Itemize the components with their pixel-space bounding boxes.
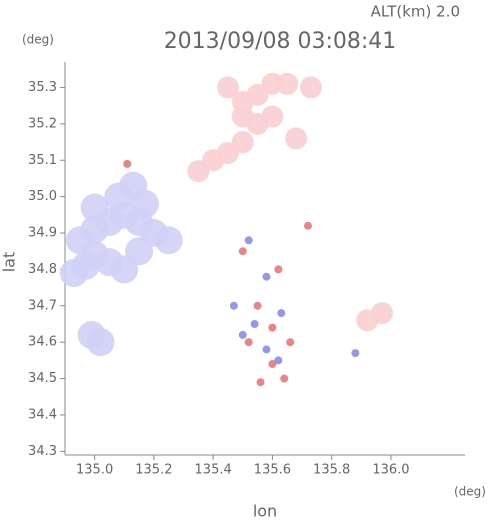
- echo-point: [371, 302, 394, 325]
- echo-point: [268, 323, 277, 332]
- echo-point: [351, 349, 360, 358]
- echo-point: [280, 374, 289, 383]
- echo-point: [154, 226, 183, 255]
- y-tick-label: 35.0: [28, 189, 57, 204]
- echo-point: [274, 356, 283, 365]
- echo-point: [261, 105, 284, 128]
- y-tick-label: 35.1: [28, 153, 57, 168]
- y-tick-label: 34.8: [28, 262, 57, 277]
- echo-point: [286, 338, 295, 347]
- echo-point: [187, 160, 210, 183]
- echo-point: [131, 189, 159, 218]
- altitude-label: ALT(km) 2.0: [371, 3, 460, 21]
- echo-point: [244, 338, 253, 347]
- echo-point: [86, 328, 115, 357]
- echo-point: [123, 159, 132, 168]
- y-axis-label: lat: [0, 252, 19, 273]
- echo-point: [262, 272, 271, 281]
- echo-point: [268, 360, 277, 369]
- echo-point: [238, 330, 247, 339]
- echo-point: [285, 127, 308, 150]
- x-tick-label: 135.0: [76, 463, 113, 478]
- echo-point: [216, 76, 239, 99]
- chart-title: 2013/09/08 03:08:41: [164, 29, 397, 54]
- y-tick-label: 35.3: [28, 80, 57, 95]
- x-tick-label: 135.8: [313, 463, 350, 478]
- y-tick-label: 34.5: [28, 371, 57, 386]
- echo-point: [229, 301, 238, 310]
- x-unit: (deg): [454, 485, 486, 499]
- echo-point: [80, 193, 109, 222]
- echo-point: [253, 301, 262, 310]
- echo-point: [276, 72, 299, 95]
- y-tick-label: 34.7: [28, 298, 57, 313]
- echo-point: [277, 309, 286, 318]
- x-tick-label: 135.2: [135, 463, 172, 478]
- x-tick-label: 136.0: [372, 463, 409, 478]
- y-tick-label: 34.9: [28, 226, 57, 241]
- y-tick-label: 35.2: [28, 116, 57, 131]
- echo-point: [244, 236, 253, 245]
- x-tick-label: 135.6: [254, 463, 291, 478]
- echo-point: [303, 221, 312, 230]
- y-tick-label: 34.3: [28, 444, 57, 459]
- echo-point: [262, 345, 271, 354]
- echo-point: [299, 76, 322, 99]
- echo-point: [250, 320, 259, 328]
- x-tick-label: 135.4: [195, 463, 232, 478]
- echo-point: [231, 105, 254, 128]
- x-axis-label: lon: [253, 502, 277, 521]
- echo-point: [274, 265, 283, 274]
- y-unit: (deg): [22, 33, 54, 47]
- echo-point: [238, 247, 247, 256]
- y-tick-label: 34.4: [28, 407, 57, 422]
- y-tick-label: 34.6: [28, 335, 57, 350]
- echo-point: [256, 378, 265, 387]
